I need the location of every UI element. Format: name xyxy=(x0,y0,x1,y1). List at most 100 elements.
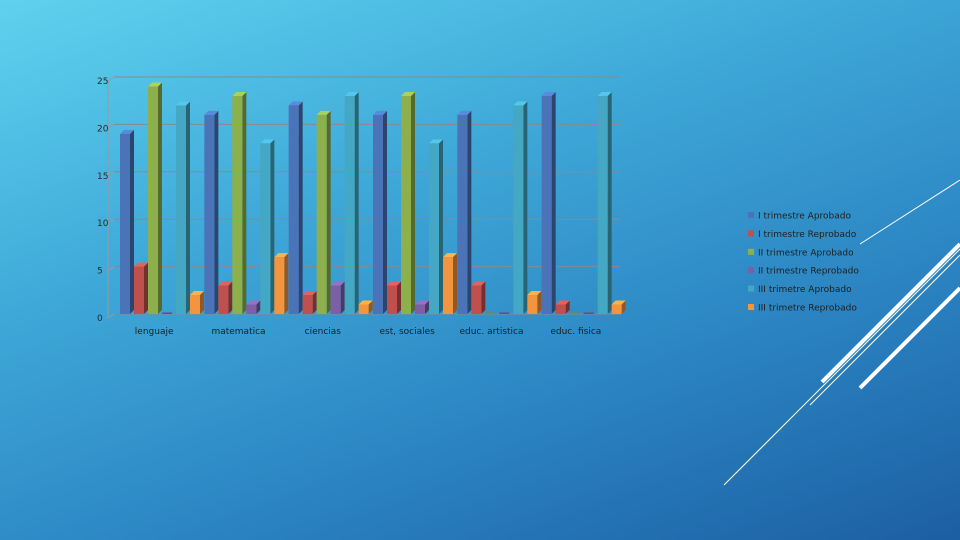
bar-top xyxy=(611,300,626,305)
bar-top xyxy=(443,253,457,258)
y-tick-label: 10 xyxy=(97,219,109,229)
bar-top xyxy=(541,91,556,96)
bar xyxy=(387,285,397,314)
bar xyxy=(260,143,271,314)
bar-side xyxy=(256,300,261,314)
bar-side xyxy=(298,101,303,314)
gridline-depth xyxy=(107,76,115,82)
bar-side xyxy=(481,281,486,314)
bar-top xyxy=(401,91,415,96)
x-tick-label: ciencias xyxy=(305,327,342,337)
bar-side xyxy=(326,110,331,314)
gridline-depth xyxy=(107,313,115,319)
bar-top xyxy=(246,300,261,305)
bar-side xyxy=(621,300,626,314)
bar xyxy=(597,95,608,315)
bar xyxy=(429,143,439,314)
bar-side xyxy=(467,110,472,314)
bar xyxy=(457,114,468,314)
x-axis: lenguaje matematica ciencias est, sociales e… xyxy=(135,327,602,337)
bar-top xyxy=(204,110,219,115)
bar-side xyxy=(186,101,190,314)
legend-label: II trimestre Aprobado xyxy=(758,248,854,258)
bar-side xyxy=(565,300,570,314)
gridline-depth xyxy=(107,266,115,272)
bar xyxy=(471,285,482,314)
bar-top xyxy=(120,129,134,134)
bar-top xyxy=(457,110,472,115)
bar-top xyxy=(597,91,612,96)
bar xyxy=(316,114,327,314)
bar-side xyxy=(537,291,542,314)
x-tick-label: educ. artistica xyxy=(459,327,523,337)
bar-side xyxy=(312,291,317,314)
legend-swatch xyxy=(748,248,754,255)
bar-side xyxy=(607,91,612,315)
bar-chart: 0 5 10 15 20 25 lenguaje matematica ciencias est… xyxy=(97,76,626,337)
bar-side xyxy=(354,91,359,315)
bar xyxy=(415,304,425,314)
bar-top xyxy=(415,300,429,305)
x-tick-label: educ. fisica xyxy=(550,327,601,337)
legend-label: III trimetre Aprobado xyxy=(758,285,852,295)
y-tick-label: 0 xyxy=(97,314,103,324)
bar-side xyxy=(411,91,415,315)
y-axis: 0 5 10 15 20 25 xyxy=(97,77,109,324)
bar-top xyxy=(471,281,486,286)
x-tick-label: lenguaje xyxy=(135,327,174,337)
bar xyxy=(611,304,622,314)
bar-side xyxy=(214,110,219,314)
y-tick-label: 15 xyxy=(97,172,108,182)
legend-swatch xyxy=(748,285,754,292)
bar-side xyxy=(523,101,528,314)
bar-side xyxy=(551,91,556,315)
bar xyxy=(373,114,383,314)
bar xyxy=(344,95,355,315)
bar xyxy=(358,304,369,314)
x-tick-label: matematica xyxy=(211,327,265,337)
bar xyxy=(218,285,229,314)
legend-swatch xyxy=(748,267,754,274)
bar xyxy=(232,95,243,315)
y-tick-label: 20 xyxy=(97,124,109,134)
legend-swatch xyxy=(748,212,754,218)
bar-side xyxy=(397,281,401,314)
bar xyxy=(120,133,130,314)
bar-top xyxy=(316,110,331,115)
bar xyxy=(246,304,257,314)
y-tick-label: 25 xyxy=(97,77,108,87)
bar-top xyxy=(527,291,542,296)
bar-top xyxy=(218,281,233,286)
bar-side xyxy=(158,82,162,314)
bar-top xyxy=(429,139,443,144)
bar-side xyxy=(130,129,134,314)
decor-line-4 xyxy=(809,254,960,406)
bar-top xyxy=(288,101,303,106)
bar xyxy=(274,257,285,314)
bar-top xyxy=(260,139,275,144)
bar xyxy=(541,95,552,315)
bar xyxy=(162,312,172,314)
decor-line-2 xyxy=(820,242,960,384)
gridline-depth xyxy=(107,171,115,177)
decorative-lines xyxy=(723,179,960,486)
bar-side xyxy=(144,262,148,314)
x-tick-label: est, sociales xyxy=(379,327,435,337)
y-tick-label: 5 xyxy=(97,267,103,277)
bar-side xyxy=(340,281,345,314)
bar-side xyxy=(284,253,289,314)
legend-swatch xyxy=(748,304,754,310)
bar-top xyxy=(555,300,570,305)
bar-side xyxy=(368,300,373,314)
bar-top xyxy=(274,253,289,258)
bar-side xyxy=(270,139,275,314)
bar-top xyxy=(387,281,401,286)
bars xyxy=(120,82,626,315)
bar xyxy=(401,95,411,315)
gridline-depth xyxy=(107,218,115,224)
bar xyxy=(499,312,510,314)
bar-side xyxy=(425,300,429,314)
bar xyxy=(204,114,215,314)
bar-side xyxy=(200,291,204,314)
